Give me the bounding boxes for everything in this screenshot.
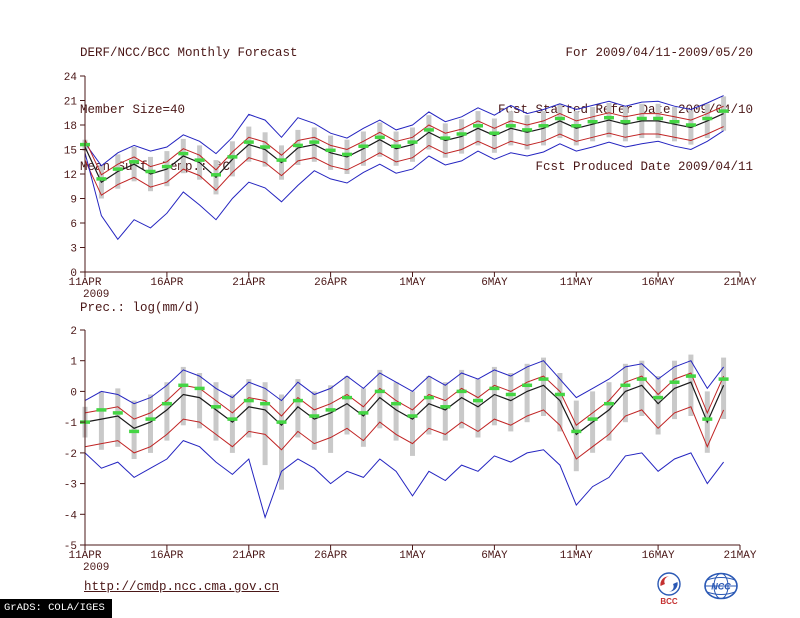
svg-text:15: 15 bbox=[64, 146, 77, 158]
svg-text:16APR: 16APR bbox=[150, 550, 183, 562]
member-size-label: Member Size=40 bbox=[80, 103, 186, 117]
svg-text:12: 12 bbox=[64, 170, 77, 182]
svg-text:21MAY: 21MAY bbox=[723, 277, 756, 289]
spread-bar bbox=[279, 394, 284, 490]
svg-text:0: 0 bbox=[70, 387, 77, 399]
spread-bar bbox=[541, 357, 546, 416]
svg-text:9: 9 bbox=[70, 195, 77, 207]
svg-text:2009: 2009 bbox=[83, 562, 109, 574]
spread-bar bbox=[164, 382, 170, 441]
svg-text:-2: -2 bbox=[64, 449, 77, 461]
spread-bar bbox=[377, 369, 383, 429]
svg-text:6: 6 bbox=[70, 219, 77, 231]
svg-text:11APR: 11APR bbox=[68, 550, 101, 562]
spread-bar bbox=[295, 379, 301, 438]
spread-bar bbox=[573, 400, 579, 472]
svg-text:11MAY: 11MAY bbox=[560, 550, 593, 562]
spread-bar bbox=[606, 382, 612, 441]
svg-text:26APR: 26APR bbox=[314, 277, 347, 289]
svg-text:1MAY: 1MAY bbox=[399, 277, 426, 289]
spread-bar bbox=[508, 373, 514, 432]
spread-bar bbox=[426, 376, 432, 435]
temperature-chart: 0 3 6 9 12 15 18 21 24 11APR 16APR 21APR 26APR 1MAY 6M… bbox=[64, 72, 757, 301]
series-ensemble-min bbox=[84, 440, 724, 520]
svg-text:2: 2 bbox=[70, 326, 77, 338]
svg-text:16MAY: 16MAY bbox=[642, 277, 675, 289]
spread-bar bbox=[115, 388, 121, 447]
svg-text:6MAY: 6MAY bbox=[481, 550, 508, 562]
spread-bar bbox=[98, 391, 104, 450]
spread-bar bbox=[622, 363, 628, 423]
spread-bar bbox=[721, 357, 727, 419]
series-ensemble-max bbox=[84, 95, 724, 167]
precipitation-chart: -5 -4 -3 -2 -1 0 1 2 11APR 16APR 21APR 26APR 1MAY 6MA… bbox=[64, 326, 757, 574]
spread-bar bbox=[213, 382, 219, 441]
source-url: http://cmdp.ncc.cma.gov.cn bbox=[84, 580, 280, 594]
spread-bar bbox=[655, 376, 661, 435]
svg-text:26APR: 26APR bbox=[314, 550, 347, 562]
svg-text:11MAY: 11MAY bbox=[560, 277, 593, 289]
svg-text:21APR: 21APR bbox=[232, 550, 265, 562]
svg-text:-1: -1 bbox=[64, 418, 78, 430]
precip-panel-label: Prec.: log(mm/d) bbox=[80, 301, 201, 315]
ncc-logo: NCC bbox=[704, 572, 738, 600]
svg-text:1MAY: 1MAY bbox=[399, 550, 426, 562]
series-ensemble-min bbox=[84, 130, 724, 241]
spread-bar bbox=[491, 366, 497, 426]
series-ensemble-max bbox=[84, 360, 724, 405]
svg-text:0: 0 bbox=[70, 268, 77, 280]
spread-bar bbox=[262, 382, 268, 466]
spread-bar bbox=[475, 379, 481, 438]
spread-bar bbox=[229, 394, 235, 453]
bcc-logo-text: BCC bbox=[660, 597, 678, 606]
series-lower-quartile bbox=[84, 126, 724, 196]
spread-bar bbox=[197, 373, 203, 429]
spread-bar bbox=[721, 96, 727, 131]
spread-bar bbox=[246, 379, 252, 438]
spread-bar bbox=[672, 360, 677, 420]
forecast-period-label: For 2009/04/11-2009/05/20 bbox=[565, 46, 753, 60]
spread-bar bbox=[688, 354, 694, 416]
series-upper-quartile bbox=[84, 372, 725, 426]
spread-bar bbox=[557, 373, 563, 432]
bcc-logo: BCC bbox=[657, 572, 681, 606]
svg-text:2009: 2009 bbox=[83, 289, 109, 301]
svg-text:16APR: 16APR bbox=[150, 277, 183, 289]
svg-text:21MAY: 21MAY bbox=[723, 550, 756, 562]
ncc-logo-text: NCC bbox=[711, 582, 731, 592]
spread-bar bbox=[311, 391, 317, 450]
svg-text:21APR: 21APR bbox=[232, 277, 265, 289]
svg-text:-3: -3 bbox=[64, 480, 77, 492]
spread-bar bbox=[328, 385, 334, 453]
spread-bar bbox=[180, 366, 186, 426]
spread-bar bbox=[524, 363, 530, 423]
series-ensemble-mean bbox=[84, 381, 725, 436]
series-ensemble-mean bbox=[84, 113, 724, 184]
spread-bar bbox=[360, 388, 366, 447]
spread-bar bbox=[639, 360, 645, 416]
spread-bar bbox=[459, 369, 465, 429]
series-upper-quartile bbox=[84, 105, 724, 176]
svg-text:21: 21 bbox=[64, 97, 78, 109]
svg-text:3: 3 bbox=[70, 244, 77, 256]
svg-text:1: 1 bbox=[70, 357, 77, 369]
svg-text:24: 24 bbox=[64, 72, 78, 84]
svg-text:-4: -4 bbox=[64, 510, 78, 522]
produced-date-label: Fcst Produced Date 2009/04/11 bbox=[535, 160, 753, 174]
series-lower-quartile bbox=[84, 406, 725, 460]
svg-text:11APR: 11APR bbox=[68, 277, 101, 289]
logo-area: BCC NCC bbox=[652, 571, 744, 607]
spread-bar bbox=[442, 382, 448, 441]
svg-text:6MAY: 6MAY bbox=[481, 277, 508, 289]
svg-text:16MAY: 16MAY bbox=[642, 550, 675, 562]
spread-bar bbox=[148, 394, 153, 453]
page-title: DERF/NCC/BCC Monthly Forecast bbox=[80, 46, 298, 60]
svg-text:-5: -5 bbox=[64, 541, 77, 553]
spread-bar bbox=[410, 391, 415, 456]
spread-bar bbox=[344, 376, 350, 435]
grads-credit-badge: GrADS: COLA/IGES bbox=[0, 599, 112, 618]
svg-text:18: 18 bbox=[64, 121, 77, 133]
spread-bar bbox=[393, 382, 399, 441]
